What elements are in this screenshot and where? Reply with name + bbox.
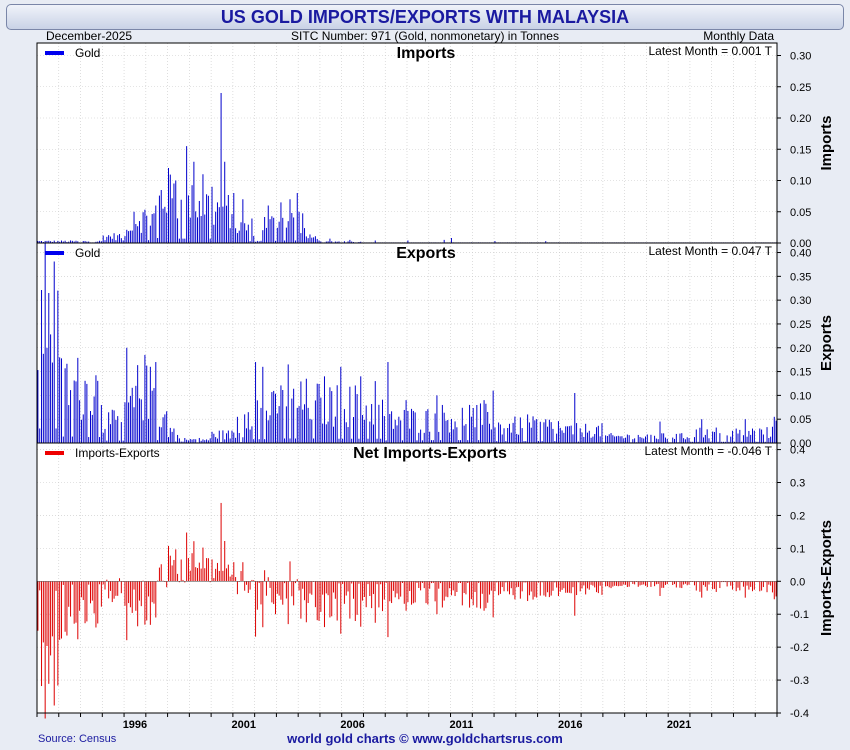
y-tick-label: 0.20: [790, 113, 811, 125]
y-axis-title: Exports: [818, 315, 835, 371]
y-axis-title: Imports: [818, 115, 835, 170]
report-date: December-2025: [46, 29, 133, 43]
x-tick-label: 2011: [449, 719, 473, 731]
y-tick-label: -0.2: [790, 642, 809, 654]
y-tick-label: 0.00: [790, 438, 811, 450]
y-tick-label: 0.35: [790, 271, 811, 283]
panel-3: -0.4 -0.3 -0.2 -0.1 0.0 0.1 0.2 0.3 0.4 Imports-E…: [36, 442, 835, 720]
y-tick-label: 0.15: [790, 144, 811, 156]
x-tick-label: 2016: [558, 719, 582, 731]
frequency-caption: Monthly Data: [703, 29, 774, 43]
credit-line: world gold charts © www.goldchartsrus.co…: [287, 731, 563, 746]
y-tick-label: 0.00: [790, 238, 811, 250]
y-tick-label: -0.1: [790, 609, 809, 621]
y-tick-label: -0.4: [790, 708, 809, 720]
x-tick-label: 2006: [340, 719, 364, 731]
y-tick-label: 0.15: [790, 367, 811, 379]
page-title: US GOLD IMPORTS/EXPORTS WITH MALAYSIA: [6, 4, 844, 30]
y-tick-label: 0.4: [790, 445, 805, 457]
x-tick-label: 1996: [123, 719, 147, 731]
source-note: Source: Census: [38, 733, 117, 745]
y-tick-label: 0.3: [790, 478, 805, 490]
y-tick-label: 0.25: [790, 82, 811, 94]
y-tick-label: 0.10: [790, 176, 811, 188]
y-tick-label: 0.2: [790, 510, 805, 522]
panel-title: Imports: [397, 45, 456, 62]
y-tick-label: 0.05: [790, 207, 811, 219]
y-tick-label: 0.1: [790, 543, 805, 555]
y-tick-label: 0.30: [790, 295, 811, 307]
y-tick-label: 0.30: [790, 51, 811, 63]
y-tick-label: 0.05: [790, 414, 811, 426]
latest-month-label: Latest Month = 0.047 T: [648, 244, 772, 258]
legend-label: Gold: [75, 246, 100, 260]
y-tick-label: -0.3: [790, 675, 809, 687]
sitc-caption: SITC Number: 971 (Gold, nonmonetary) in …: [291, 29, 559, 43]
y-axis-title: Imports-Exports: [818, 520, 835, 636]
legend-label: Gold: [75, 46, 100, 60]
y-tick-label: 0.0: [790, 576, 805, 588]
x-tick-label: 2001: [232, 719, 256, 731]
y-tick-label: 0.20: [790, 343, 811, 355]
latest-month-label: Latest Month = 0.001 T: [648, 44, 772, 58]
latest-month-label: Latest Month = -0.046 T: [644, 444, 772, 458]
y-tick-label: 0.25: [790, 319, 811, 331]
panel-title: Exports: [396, 245, 456, 262]
x-tick-label: 2021: [667, 719, 691, 731]
y-tick-label: 0.40: [790, 248, 811, 260]
y-tick-label: 0.10: [790, 390, 811, 402]
legend-label: Imports-Exports: [75, 446, 160, 460]
panel-title: Net Imports-Exports: [353, 445, 507, 462]
